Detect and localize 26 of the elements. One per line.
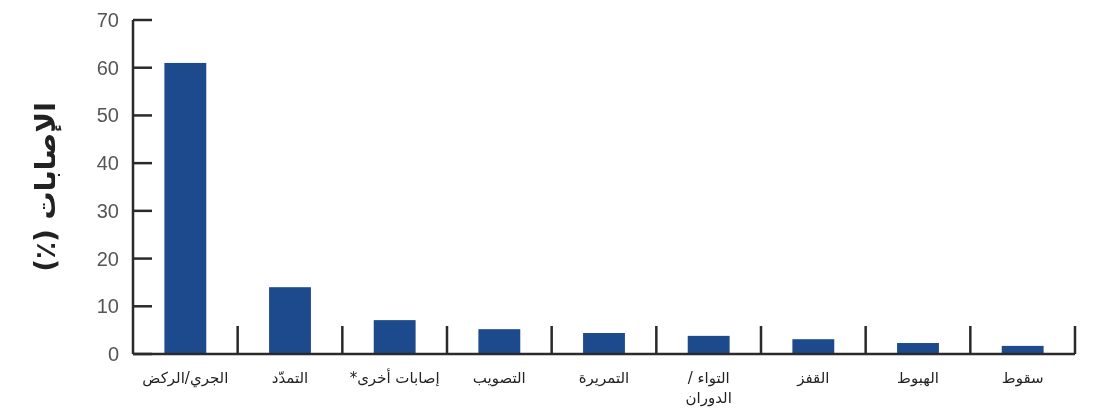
y-tick-label: 20 <box>96 247 119 270</box>
bar <box>164 62 207 354</box>
bar <box>792 339 835 354</box>
x-tick-label: الهبوط <box>897 369 939 387</box>
y-axis-title: الإصابات (٪) <box>29 102 62 272</box>
bar <box>687 335 730 354</box>
y-tick-label: 50 <box>96 104 119 127</box>
bar <box>478 329 521 354</box>
y-tick-label: 10 <box>96 295 119 318</box>
x-tick-label: سقوط <box>1001 369 1044 387</box>
x-tick-label: التمدّد <box>271 369 309 387</box>
x-tick-label: القفز <box>796 369 830 387</box>
y-tick-label: 30 <box>96 199 119 222</box>
y-tick-label: 70 <box>96 9 119 31</box>
x-tick-label: الجري/الركض <box>142 369 229 388</box>
bar <box>269 287 311 354</box>
y-tick-label: 0 <box>107 343 119 365</box>
x-tick-label: التواء / الدوران <box>685 369 732 407</box>
x-tick-label: التصويب <box>472 369 526 387</box>
x-tick-label: إصابات أخرى* <box>349 368 440 387</box>
bar <box>583 333 625 354</box>
bar <box>373 320 416 354</box>
y-tick-label: 60 <box>96 56 119 79</box>
bar <box>897 343 939 354</box>
y-tick-label: 40 <box>96 152 119 175</box>
x-tick-label: التمريرة <box>578 369 630 387</box>
